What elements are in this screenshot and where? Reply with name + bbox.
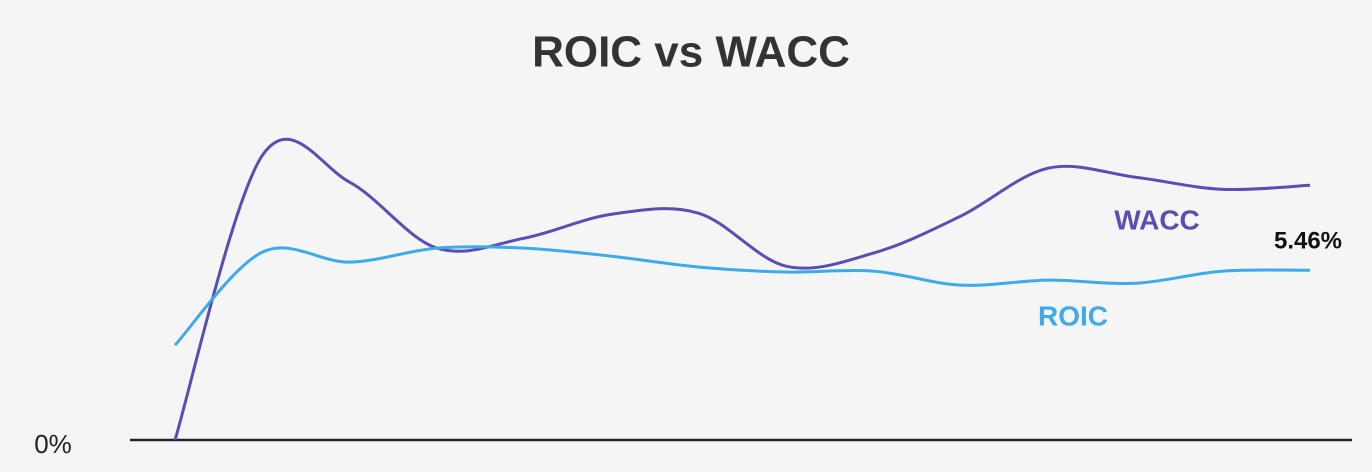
series-line <box>173 245 1311 347</box>
chart-title: ROIC vs WACC <box>532 28 850 77</box>
series-line <box>173 137 1311 441</box>
y-tick-label: 0% <box>34 429 72 459</box>
value-label: 5.46% <box>1274 228 1342 255</box>
series-label: WACC <box>1114 204 1200 235</box>
series-label: ROIC <box>1038 300 1108 331</box>
